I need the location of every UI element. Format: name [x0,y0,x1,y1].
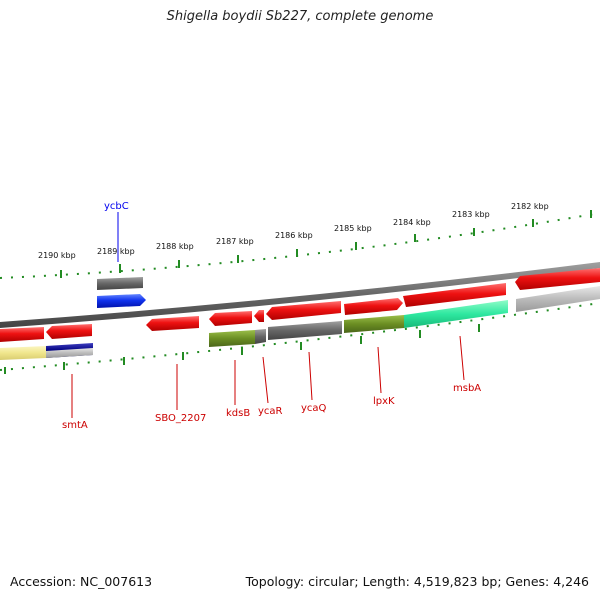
scale-label: 2190 kbp [38,251,76,260]
gene-label-ycar[interactable]: ycaR [258,406,283,417]
cog-bar [268,321,342,340]
gene-arrow-ycar[interactable] [254,310,264,322]
scale-label: 2182 kbp [511,202,549,211]
scale-label: 2188 kbp [156,242,194,251]
accession-label: Accession: NC_007613 [10,574,153,589]
gene-label-msba[interactable]: msbA [453,383,481,394]
genome-backbone [0,262,600,328]
gene-arrow-smta[interactable] [46,324,92,339]
map-title: Shigella boydii Sb227, complete genome [166,9,434,24]
scale-label: 2184 kbp [393,218,431,227]
scale-label: 2189 kbp [97,247,135,256]
gene-arrow-ycbc[interactable] [97,294,146,308]
cog-bar [516,286,600,312]
gene-label-ycaq[interactable]: ycaQ [301,403,327,414]
cog-bar [46,348,93,358]
gene-label-ycbc[interactable]: ycbC [104,201,129,212]
cog-bar [0,346,46,360]
gene-arrow-ycaq[interactable] [266,301,341,320]
gene-arrow-kdsb[interactable] [209,311,252,326]
cog-bar-ycbc [97,277,143,290]
gene-arrow-fwd[interactable] [403,283,506,307]
gene-arrow-fwd[interactable] [515,268,600,290]
scale-label: 2187 kbp [216,237,254,246]
gene-label-smta[interactable]: smtA [62,420,88,431]
gene-label-kdsb[interactable]: kdsB [226,408,250,419]
gene-labels: ycbC smtA SBO_2207 kdsB ycaR ycaQ lpxK m… [62,201,481,431]
gene-arrow-sbo-2207[interactable] [146,316,199,331]
scale-label: 2186 kbp [275,231,313,240]
scale-labels: 2190 kbp 2189 kbp 2188 kbp 2187 kbp 2186… [38,202,549,260]
gene-leader-lines [71,212,465,418]
gene-arrow-rev[interactable] [0,327,44,342]
cog-bar [209,330,255,347]
outer-tick-track [0,212,600,279]
cog-bar [344,315,404,333]
gene-label-lpxk[interactable]: lpxK [373,396,395,407]
gene-label-sbo-2207[interactable]: SBO_2207 [155,413,206,424]
scale-label: 2183 kbp [452,210,490,219]
gene-arrow-fwd[interactable] [344,298,403,315]
scale-label: 2185 kbp [334,224,372,233]
cog-bar [404,300,508,328]
topology-label: Topology: circular; Length: 4,519,823 bp… [245,574,589,589]
cog-bar [255,329,266,344]
scale-major-ticks [4,210,592,374]
